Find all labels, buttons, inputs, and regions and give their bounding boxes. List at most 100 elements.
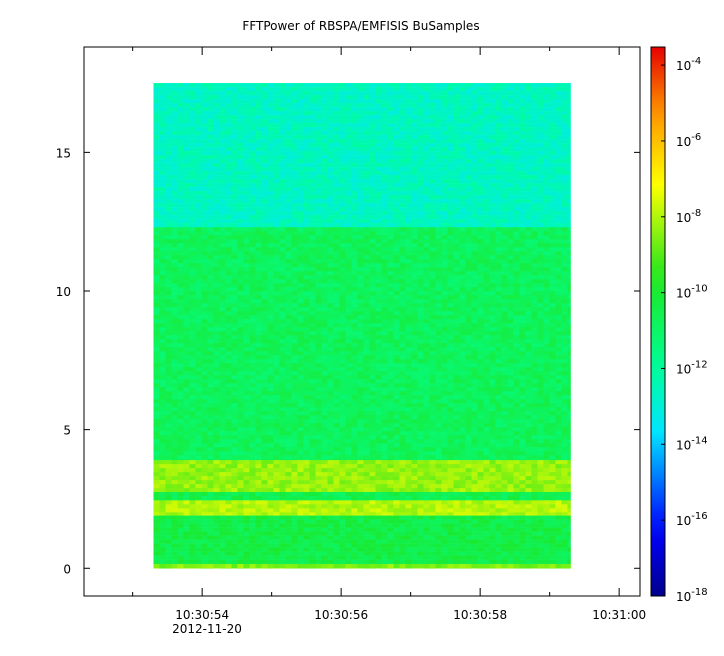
heatmap-cell [435, 203, 442, 208]
heatmap-cell [255, 275, 262, 280]
heatmap-cell [195, 87, 202, 92]
heatmap-cell [381, 147, 388, 152]
heatmap-cell [381, 239, 388, 244]
heatmap-cell [567, 299, 571, 304]
heatmap-cell [333, 315, 340, 320]
heatmap-cell [399, 107, 406, 112]
heatmap-cell [543, 323, 550, 328]
heatmap-cell [489, 115, 496, 120]
heatmap-cell [405, 223, 412, 228]
heatmap-cell [243, 291, 250, 296]
heatmap-cell [333, 343, 340, 348]
heatmap-cell [231, 271, 238, 276]
heatmap-cell [291, 259, 298, 264]
heatmap-cell [315, 223, 322, 228]
heatmap-cell [321, 271, 328, 276]
heatmap-cell [387, 251, 394, 256]
heatmap-cell [309, 307, 316, 312]
heatmap-cell [423, 87, 430, 92]
heatmap-cell [195, 183, 202, 188]
heatmap-cell [267, 263, 274, 268]
heatmap-cell [285, 199, 292, 204]
heatmap-cell [249, 211, 256, 216]
heatmap-cell [489, 263, 496, 268]
heatmap-cell [165, 295, 172, 300]
heatmap-cell [171, 303, 178, 308]
heatmap-cell [189, 243, 196, 248]
heatmap-cell [309, 355, 316, 360]
heatmap-cell [429, 283, 436, 288]
heatmap-cell [513, 103, 520, 108]
heatmap-cell [249, 187, 256, 192]
heatmap-cell [405, 219, 412, 224]
heatmap-cell [429, 311, 436, 316]
heatmap-cell [183, 331, 190, 336]
heatmap-cell [363, 159, 370, 164]
heatmap-cell [423, 323, 430, 328]
heatmap-cell [543, 199, 550, 204]
heatmap-cell [375, 203, 382, 208]
heatmap-cell [507, 183, 514, 188]
heatmap-cell [459, 303, 466, 308]
heatmap-cell [255, 179, 262, 184]
heatmap-cell [561, 223, 568, 228]
heatmap-cell [393, 347, 400, 352]
heatmap-cell [567, 207, 571, 212]
heatmap-cell [477, 251, 484, 256]
heatmap-cell [423, 263, 430, 268]
heatmap-cell [543, 343, 550, 348]
heatmap-cell [249, 231, 256, 236]
heatmap-cell [453, 147, 460, 152]
heatmap-cell [165, 279, 172, 284]
heatmap-cell [489, 175, 496, 180]
heatmap-cell [507, 135, 514, 140]
heatmap-cell [555, 207, 562, 212]
heatmap-cell [213, 343, 220, 348]
heatmap-cell [171, 115, 178, 120]
heatmap-cell [291, 235, 298, 240]
heatmap-cell [357, 123, 364, 128]
heatmap-cell [153, 327, 160, 332]
heatmap-cell [435, 91, 442, 96]
heatmap-cell [483, 271, 490, 276]
heatmap-cell [171, 259, 178, 264]
heatmap-cell [345, 139, 352, 144]
heatmap-cell [423, 235, 430, 240]
heatmap-cell [459, 287, 466, 292]
heatmap-cell [381, 223, 388, 228]
heatmap-cell [369, 311, 376, 316]
heatmap-cell [315, 151, 322, 156]
heatmap-cell [303, 339, 310, 344]
heatmap-cell [285, 167, 292, 172]
heatmap-cell [249, 103, 256, 108]
heatmap-cell [501, 227, 508, 232]
heatmap-cell [213, 271, 220, 276]
heatmap-cell [525, 195, 532, 200]
heatmap-cell [369, 351, 376, 356]
heatmap-cell [387, 291, 394, 296]
heatmap-cell [357, 295, 364, 300]
heatmap-cell [411, 83, 418, 88]
heatmap-cell [207, 171, 214, 176]
heatmap-cell [531, 287, 538, 292]
heatmap-cell [207, 275, 214, 280]
heatmap-cell [351, 135, 358, 140]
heatmap-cell [177, 171, 184, 176]
heatmap-cell [237, 211, 244, 216]
heatmap-cell [435, 247, 442, 252]
heatmap-cell [447, 263, 454, 268]
heatmap-cell [219, 171, 226, 176]
heatmap-cell [399, 219, 406, 224]
heatmap-cell [507, 271, 514, 276]
heatmap-cell [483, 211, 490, 216]
heatmap-cell [345, 199, 352, 204]
heatmap-cell [513, 135, 520, 140]
heatmap-cell [501, 339, 508, 344]
heatmap-cell [261, 119, 268, 124]
heatmap-cell [267, 103, 274, 108]
heatmap-cell [183, 223, 190, 228]
heatmap-cell [411, 239, 418, 244]
heatmap-cell [471, 215, 478, 220]
heatmap-cell [291, 139, 298, 144]
heatmap-cell [339, 223, 346, 228]
